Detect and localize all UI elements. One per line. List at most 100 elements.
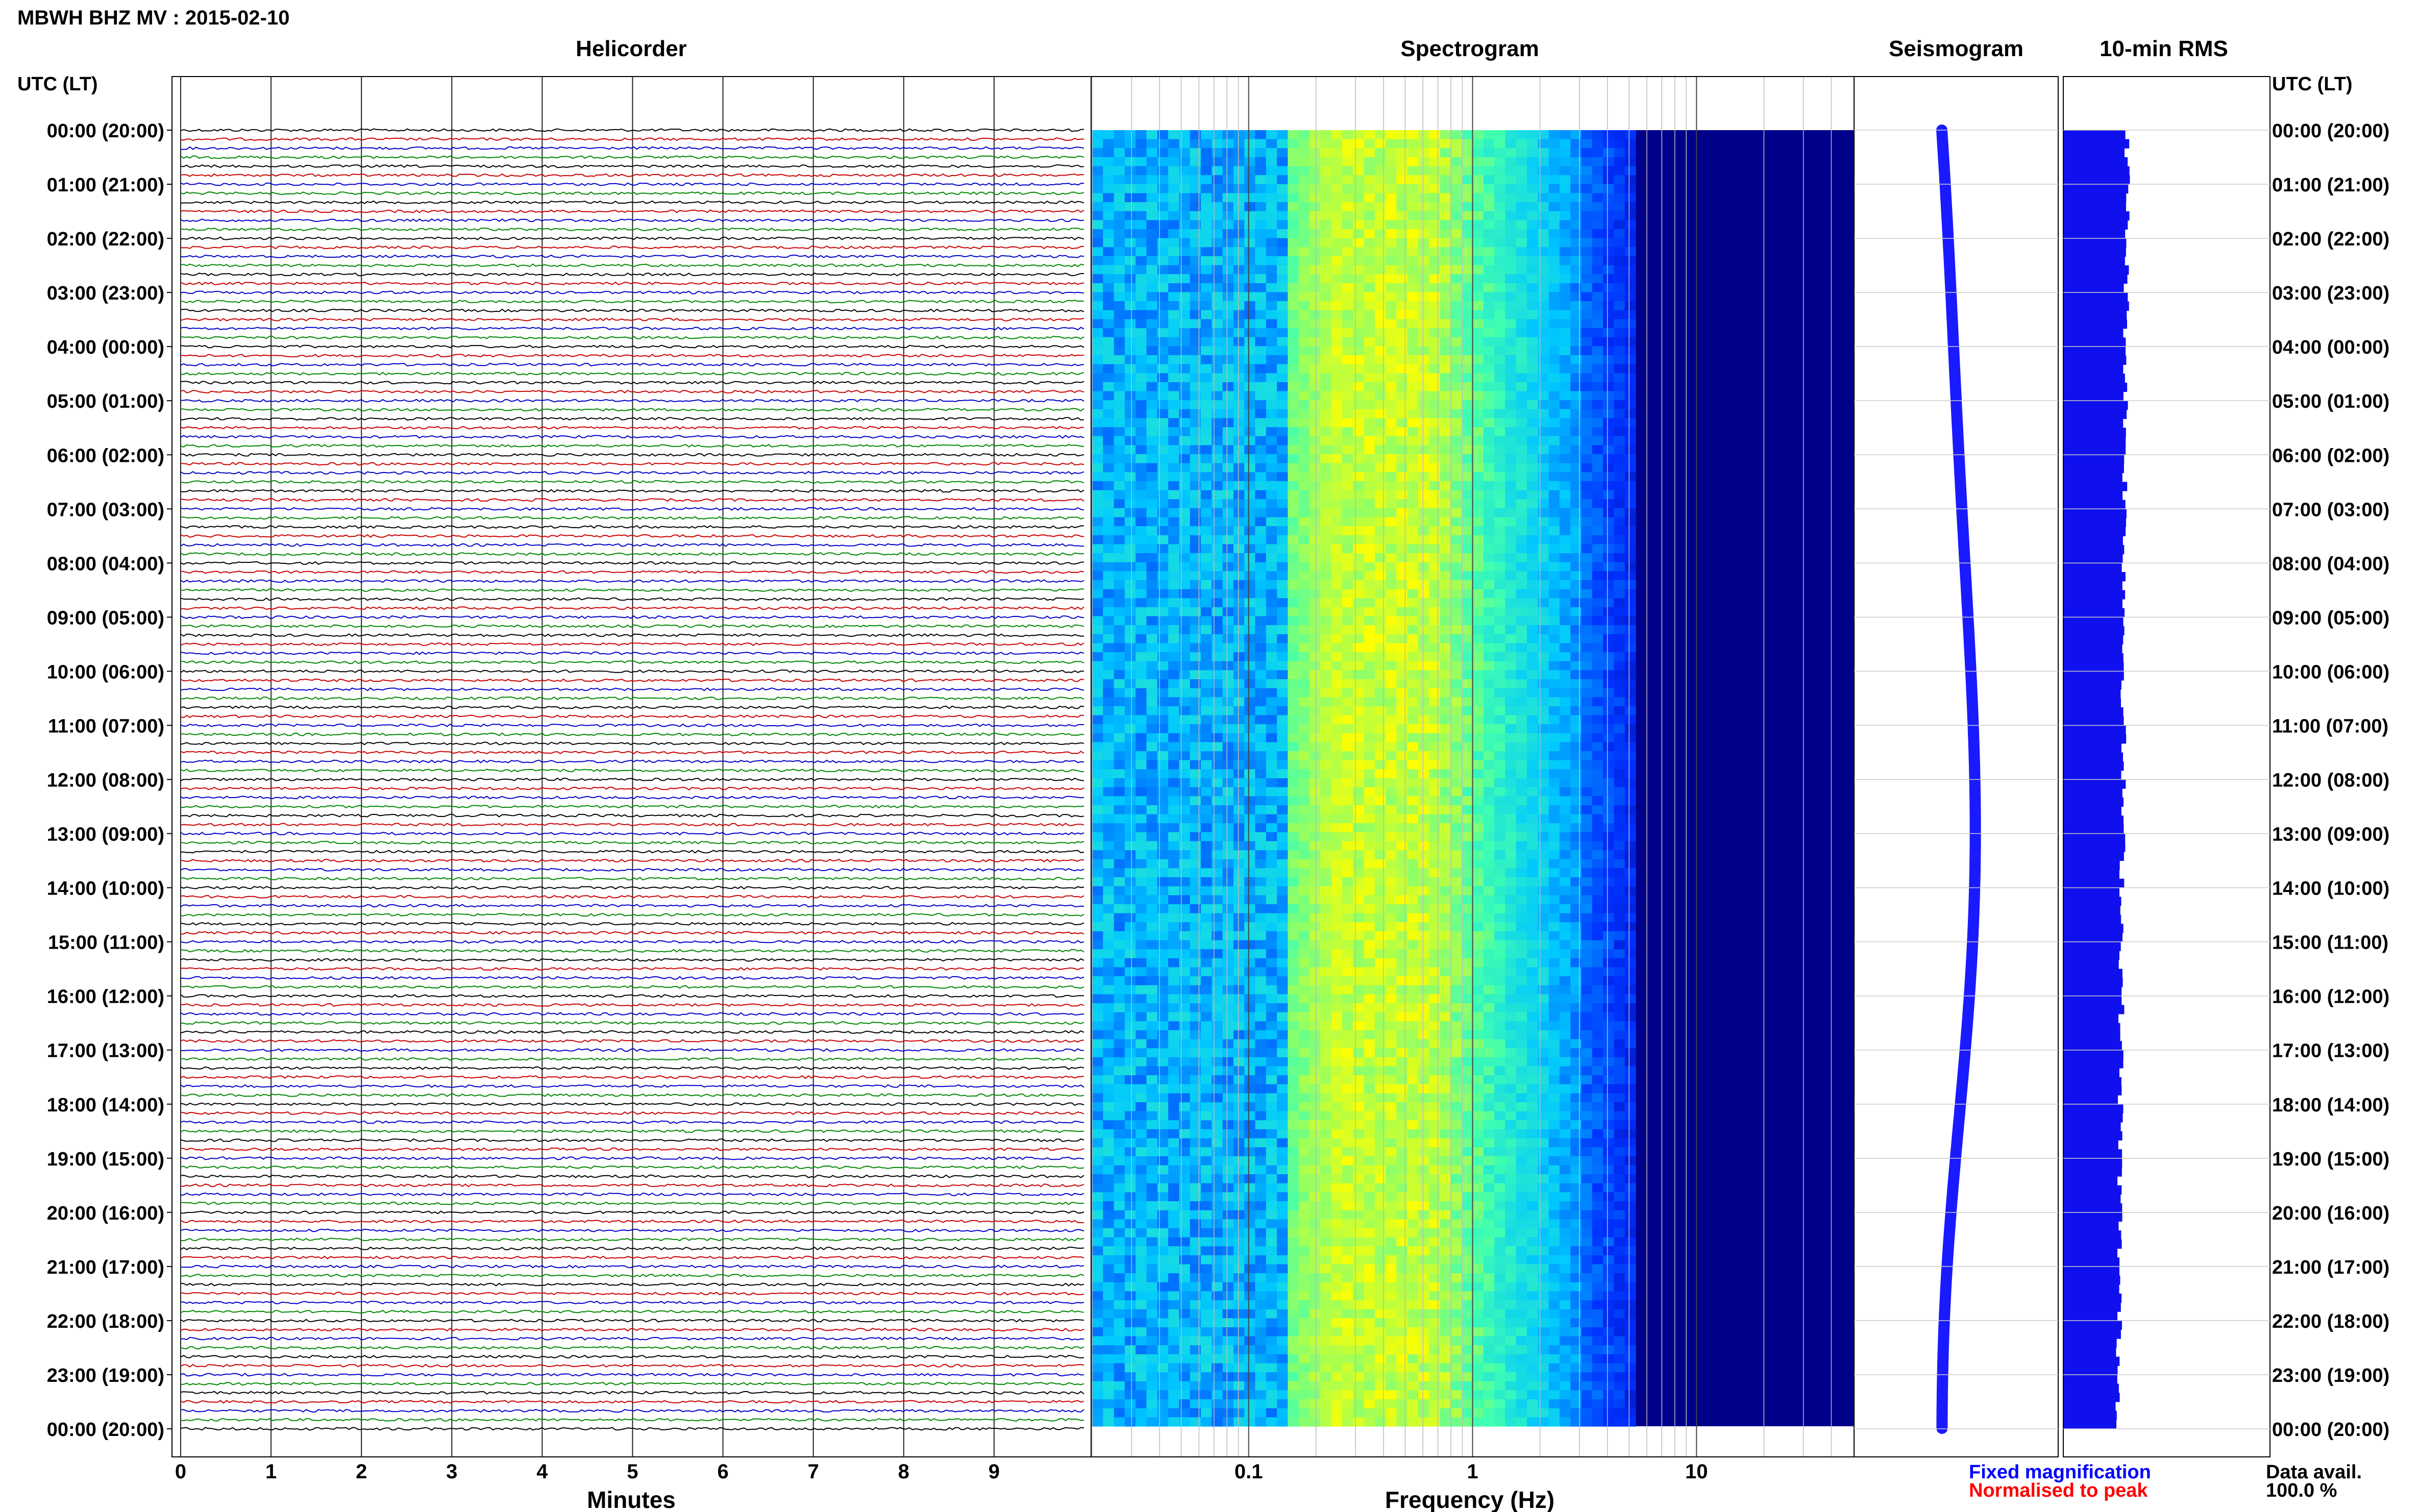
spectrogram-cell (1418, 373, 1430, 383)
spectrogram-cell (1374, 211, 1386, 220)
spectrogram-cell (1244, 805, 1256, 815)
spectrogram-cell (1092, 1372, 1104, 1382)
spectrogram-cell (1092, 1057, 1104, 1067)
spectrogram-cell (1310, 724, 1321, 734)
helicorder-trace (180, 516, 1084, 520)
spectrogram-cell (1244, 1084, 1256, 1094)
spectrogram-cell (1364, 967, 1375, 977)
spectrogram-cell (1092, 742, 1104, 752)
spectrogram-cell (1146, 796, 1158, 806)
spectrogram-cell (1298, 976, 1310, 986)
spectrogram-cell (1179, 256, 1191, 266)
spectrogram-cell (1407, 904, 1419, 914)
spectrogram-cell (1364, 166, 1375, 176)
spectrogram-cell (1233, 1030, 1245, 1040)
spectrogram-cell (1396, 1264, 1408, 1274)
spectrogram-cell (1374, 886, 1386, 896)
spectrogram-cell (1277, 940, 1289, 950)
spectrogram-cell (1298, 1372, 1310, 1382)
spectrogram-cell (1092, 652, 1104, 662)
spectrogram-cell (1103, 1300, 1115, 1310)
spectrogram-cell (1364, 535, 1375, 544)
spectrogram-cell (1114, 1327, 1125, 1337)
spectrogram-cell (1168, 148, 1180, 158)
spectrogram-cell (1092, 202, 1104, 212)
spectrogram-cell (1266, 652, 1277, 662)
spectrogram-cell (1168, 1282, 1180, 1292)
spectrogram-cell (1310, 1282, 1321, 1292)
spectrogram-cell (1146, 337, 1158, 346)
spectrogram-cell (1386, 724, 1397, 734)
spectrogram-cell (1277, 1219, 1289, 1229)
spectrogram-cell (1146, 715, 1158, 725)
spectrogram-cell (1277, 535, 1289, 544)
spectrogram-cell (1364, 1228, 1375, 1238)
spectrogram-cell (1124, 733, 1136, 742)
spectrogram-cell (1450, 751, 1462, 761)
spectrogram-cell (1255, 1345, 1267, 1355)
spectrogram-cell (1201, 1057, 1213, 1067)
spectrogram-cell (1364, 427, 1375, 437)
spectrogram-cell (1407, 463, 1419, 473)
spectrogram-cell (1450, 553, 1462, 563)
spectrogram-cell (1277, 382, 1289, 392)
spectrogram-cell (1418, 832, 1430, 841)
spectrogram-cell (1298, 238, 1310, 247)
spectrogram-cell (1124, 1237, 1136, 1247)
spectrogram-cell (1092, 1129, 1104, 1139)
spectrogram-cell (1331, 373, 1343, 383)
spectrogram-cell (1244, 724, 1256, 734)
spectrogram-cell (1114, 1093, 1125, 1103)
spectrogram-cell (1266, 1300, 1277, 1310)
spectrogram-cell (1190, 319, 1201, 329)
spectrogram-cell (1277, 328, 1289, 338)
spectrogram-cell (1092, 274, 1104, 284)
spectrogram-cell (1222, 1165, 1234, 1175)
spectrogram-cell (1310, 823, 1321, 833)
spectrogram-cell (1114, 400, 1125, 410)
spectrogram-cell (1320, 1237, 1332, 1247)
spectrogram-cell (1212, 130, 1223, 140)
spectrogram-cell (1157, 895, 1169, 905)
spectrogram-cell (1353, 940, 1365, 950)
spectrogram-cell (1429, 1345, 1441, 1355)
spectrogram-cell (1168, 742, 1180, 752)
spectrogram-cell (1255, 985, 1267, 995)
spectrogram-cell (1190, 652, 1201, 662)
spectrogram-cell (1201, 1021, 1213, 1031)
spectrogram-cell (1201, 166, 1213, 176)
spectrogram-cell (1320, 562, 1332, 572)
spectrogram-cell (1374, 949, 1386, 959)
seismogram-title: Seismogram (1889, 36, 2023, 61)
spectrogram-cell (1320, 886, 1332, 896)
spectrogram-cell (1310, 643, 1321, 653)
spectrogram-cell (1353, 1237, 1365, 1247)
spectrogram-cell (1146, 868, 1158, 878)
spectrogram-cell (1342, 715, 1353, 725)
helicorder-trace (180, 1075, 1084, 1079)
spectrogram-cell (1168, 238, 1180, 247)
spectrogram-cell (1407, 697, 1419, 707)
spectrogram-cell (1374, 526, 1386, 536)
spectrogram-cell (1124, 994, 1136, 1004)
helicorder-trace (180, 895, 1084, 899)
spectrogram-cell (1103, 490, 1115, 500)
spectrogram-cell (1255, 310, 1267, 319)
spectrogram-cell (1179, 454, 1191, 464)
spectrogram-cell (1255, 1156, 1267, 1166)
spectrogram-cell (1353, 958, 1365, 968)
spectrogram-cell (1386, 1309, 1397, 1319)
spectrogram-cell (1157, 499, 1169, 509)
spectrogram-cell (1179, 427, 1191, 437)
spectrogram-cell (1114, 355, 1125, 365)
spectrogram-cell (1255, 274, 1267, 284)
spectrogram-cell (1396, 355, 1408, 365)
spectrogram-cell (1440, 220, 1451, 230)
spectrogram-cell (1396, 616, 1408, 626)
spectrogram-cell (1386, 895, 1397, 905)
spectrogram-cell (1310, 1354, 1321, 1364)
spectrogram-cell (1233, 1363, 1245, 1373)
spectrogram-cell (1429, 1408, 1441, 1418)
spectrogram-cell (1440, 229, 1451, 239)
spectrogram-cell (1222, 553, 1234, 563)
